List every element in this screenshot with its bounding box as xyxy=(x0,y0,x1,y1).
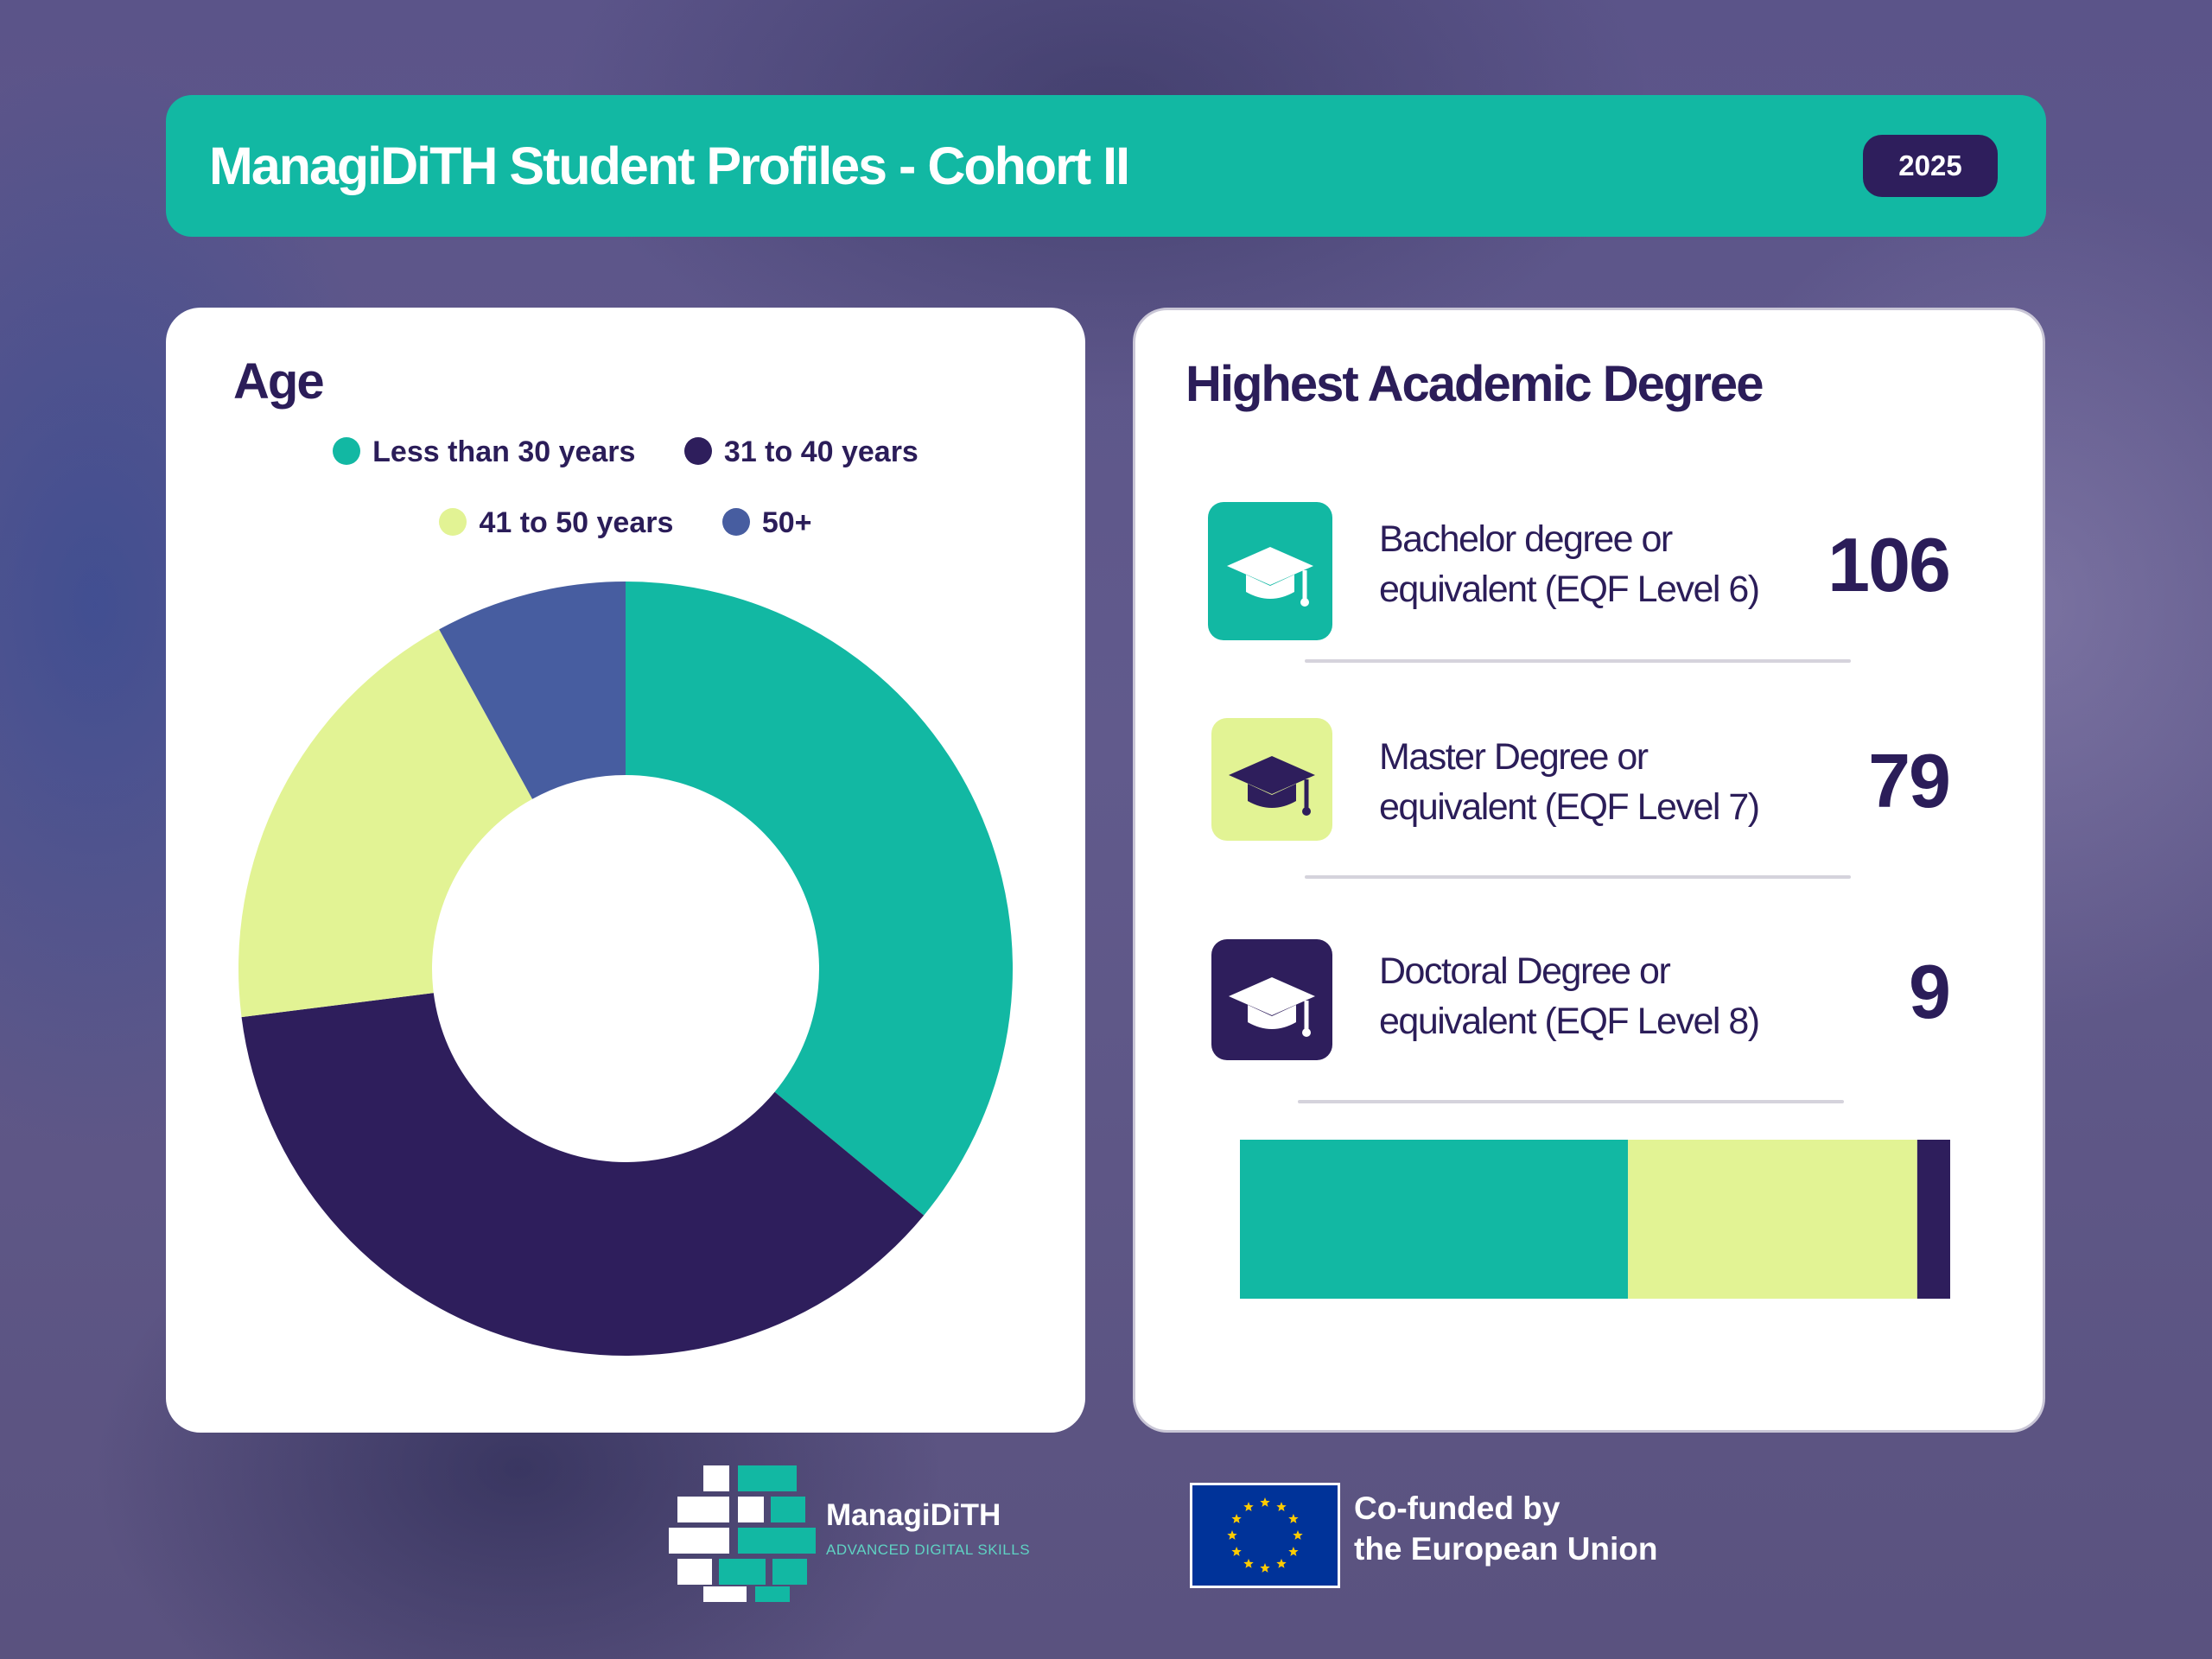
header-banner: ManagiDiTH Student Profiles - Cohort II … xyxy=(166,95,2046,237)
eu-star xyxy=(1276,1502,1287,1511)
eu-star xyxy=(1243,1558,1254,1568)
graduation-cap-icon xyxy=(1211,939,1332,1060)
age-chart-title: Age xyxy=(233,353,325,410)
legend-dot xyxy=(333,437,361,466)
brand-tagline: ADVANCED DIGITAL SKILLS xyxy=(826,1541,1031,1558)
degree-row-master: Master Degree or equivalent (EQF Level 7… xyxy=(1135,718,2048,891)
eu-star xyxy=(1288,1514,1299,1523)
legend-dot xyxy=(683,437,712,466)
managidith-logo xyxy=(669,1465,816,1608)
legend-item-41-50: 41 to 50 years xyxy=(439,506,673,540)
year-badge: 2025 xyxy=(1863,135,1998,197)
eu-star xyxy=(1231,1547,1242,1556)
eu-star xyxy=(1276,1558,1287,1568)
legend-item-under-30: Less than 30 years xyxy=(333,435,635,469)
divider xyxy=(1298,1100,1844,1103)
legend-dot xyxy=(439,508,467,537)
degree-row-bachelor: Bachelor degree or equivalent (EQF Level… xyxy=(1135,502,2048,675)
eu-cofunded-text: Co-funded by the European Union xyxy=(1354,1491,1658,1567)
degree-label: Master Degree or equivalent (EQF Level 7… xyxy=(1379,736,1760,828)
eu-flag-icon xyxy=(1190,1483,1340,1588)
eu-star xyxy=(1260,1497,1270,1507)
donut-slice-less-than-30-years xyxy=(626,582,1013,1216)
legend-item-31-40: 31 to 40 years xyxy=(683,435,918,469)
divider xyxy=(1305,659,1851,663)
eu-star xyxy=(1227,1530,1237,1540)
brand-name: ManagiDiTH xyxy=(826,1498,1001,1532)
donut-slice-31-to-40-years xyxy=(241,993,925,1356)
legend-item-50-plus: 50+ xyxy=(721,506,812,540)
eu-star xyxy=(1260,1563,1270,1573)
degree-label: Bachelor degree or equivalent (EQF Level… xyxy=(1379,518,1760,610)
degree-count: 106 xyxy=(1827,522,1951,607)
degree-chart-title: Highest Academic Degree xyxy=(1185,356,1764,412)
degree-row-doctoral: Doctoral Degree or equivalent (EQF Level… xyxy=(1135,939,2048,1112)
degree-label: Doctoral Degree or equivalent (EQF Level… xyxy=(1379,950,1760,1042)
degree-stacked-bar xyxy=(1240,1140,1950,1299)
donut-slice-50 xyxy=(439,582,626,799)
degree-count: 9 xyxy=(1909,949,1951,1034)
page-title: ManagiDiTH Student Profiles - Cohort II xyxy=(209,137,1130,195)
graduation-cap-icon xyxy=(1208,502,1332,640)
eu-star xyxy=(1243,1502,1254,1511)
stacked-bar-segment-2 xyxy=(1628,1140,1917,1299)
eu-star xyxy=(1231,1514,1242,1523)
degree-count: 79 xyxy=(1868,738,1951,823)
donut-slice-41-to-50-years xyxy=(238,629,533,1018)
divider xyxy=(1305,875,1851,879)
stacked-bar-segment-1 xyxy=(1240,1140,1629,1299)
age-card: Age Less than 30 years 31 to 40 years 41… xyxy=(166,308,1085,1433)
graduation-cap-icon xyxy=(1211,718,1332,841)
eu-star xyxy=(1293,1530,1303,1540)
age-legend-row-1: Less than 30 years 31 to 40 years xyxy=(166,435,1085,469)
age-donut-chart xyxy=(238,582,1013,1356)
legend-dot xyxy=(721,508,750,537)
age-legend-row-2: 41 to 50 years 50+ xyxy=(166,506,1085,540)
stacked-bar-segment-3 xyxy=(1916,1140,1950,1299)
eu-star xyxy=(1288,1547,1299,1556)
degree-card: Highest Academic Degree Bachelor degree … xyxy=(1133,308,2045,1433)
